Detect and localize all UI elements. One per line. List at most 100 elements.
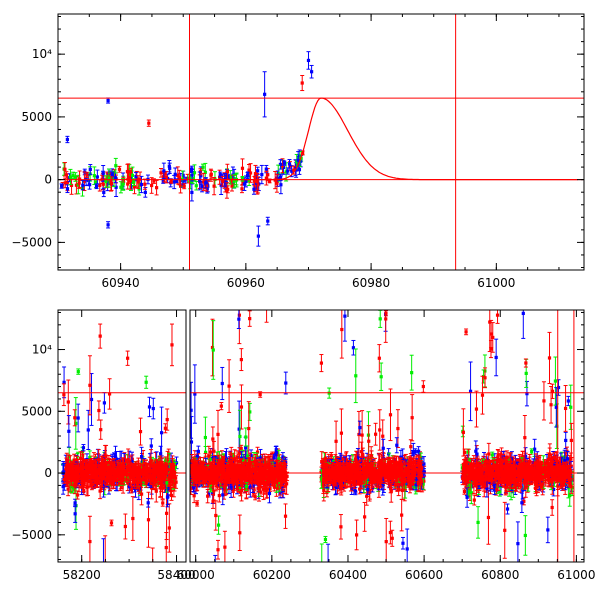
marker xyxy=(167,526,171,530)
data-point xyxy=(146,498,151,508)
data-point xyxy=(256,225,261,247)
data-point xyxy=(237,514,242,551)
data-point xyxy=(218,171,223,178)
marker xyxy=(174,179,179,183)
marker xyxy=(176,173,180,178)
marker xyxy=(290,169,294,173)
marker xyxy=(63,181,67,185)
marker xyxy=(281,165,286,170)
data-point xyxy=(98,419,103,440)
data-point xyxy=(125,350,130,366)
marker xyxy=(177,175,181,180)
marker xyxy=(256,169,260,173)
marker xyxy=(232,179,236,183)
marker xyxy=(205,187,209,191)
marker xyxy=(240,187,244,191)
marker xyxy=(278,162,283,166)
data-point xyxy=(84,171,89,179)
data-point xyxy=(149,177,154,194)
marker xyxy=(97,408,101,413)
data-point xyxy=(169,323,174,367)
marker xyxy=(126,175,131,179)
data-point xyxy=(237,310,242,345)
marker xyxy=(132,185,137,189)
marker xyxy=(246,173,250,178)
data-point xyxy=(87,515,92,562)
marker xyxy=(219,183,223,187)
marker xyxy=(279,183,283,187)
marker xyxy=(164,545,168,550)
marker xyxy=(66,487,70,491)
marker xyxy=(123,458,128,462)
marker xyxy=(192,171,197,175)
marker xyxy=(218,173,222,177)
marker xyxy=(151,566,154,569)
marker xyxy=(60,184,64,188)
marker xyxy=(139,454,144,459)
data-point xyxy=(94,183,99,190)
marker xyxy=(74,421,78,425)
marker xyxy=(247,168,251,172)
marker xyxy=(192,494,196,498)
data-point xyxy=(154,179,159,196)
marker xyxy=(76,493,80,497)
marker xyxy=(143,190,147,194)
marker xyxy=(101,171,105,175)
data-point xyxy=(80,180,85,191)
marker xyxy=(61,484,65,489)
marker xyxy=(76,370,80,374)
marker xyxy=(170,343,174,347)
data-point xyxy=(101,187,106,198)
marker xyxy=(102,190,106,195)
marker xyxy=(190,173,194,177)
marker xyxy=(179,184,183,188)
data-point xyxy=(123,513,128,540)
marker xyxy=(164,175,168,179)
marker xyxy=(240,177,245,181)
marker xyxy=(149,444,153,448)
data-point xyxy=(66,379,71,425)
data-point xyxy=(76,368,81,375)
data-point xyxy=(240,158,245,179)
marker xyxy=(199,174,203,178)
marker xyxy=(275,181,279,185)
marker xyxy=(67,455,71,459)
data-point xyxy=(245,171,250,180)
data-point xyxy=(219,402,224,411)
marker xyxy=(276,177,280,181)
marker xyxy=(287,162,292,166)
marker xyxy=(62,380,66,384)
marker xyxy=(81,446,86,450)
marker xyxy=(99,486,103,490)
data-point xyxy=(220,175,225,187)
data-point xyxy=(126,170,131,184)
data-point xyxy=(167,503,172,553)
marker xyxy=(127,485,131,489)
marker xyxy=(73,416,77,420)
marker xyxy=(162,175,167,179)
marker xyxy=(266,219,270,223)
marker xyxy=(282,161,286,165)
marker xyxy=(226,175,230,179)
marker xyxy=(212,184,216,188)
marker xyxy=(190,190,194,195)
marker xyxy=(128,179,133,183)
marker xyxy=(107,392,112,396)
data-point xyxy=(222,530,227,562)
data-point xyxy=(225,174,230,180)
data-point xyxy=(73,397,78,450)
marker xyxy=(165,495,170,499)
marker xyxy=(88,383,92,387)
marker xyxy=(247,179,251,183)
marker xyxy=(239,405,244,409)
marker xyxy=(132,180,136,184)
marker xyxy=(165,459,170,463)
data-point xyxy=(59,183,64,189)
data-point xyxy=(107,378,112,410)
marker xyxy=(92,174,96,178)
marker xyxy=(69,183,74,187)
marker xyxy=(163,426,167,430)
data-point xyxy=(101,538,106,562)
marker xyxy=(310,70,314,74)
data-point xyxy=(212,177,217,196)
